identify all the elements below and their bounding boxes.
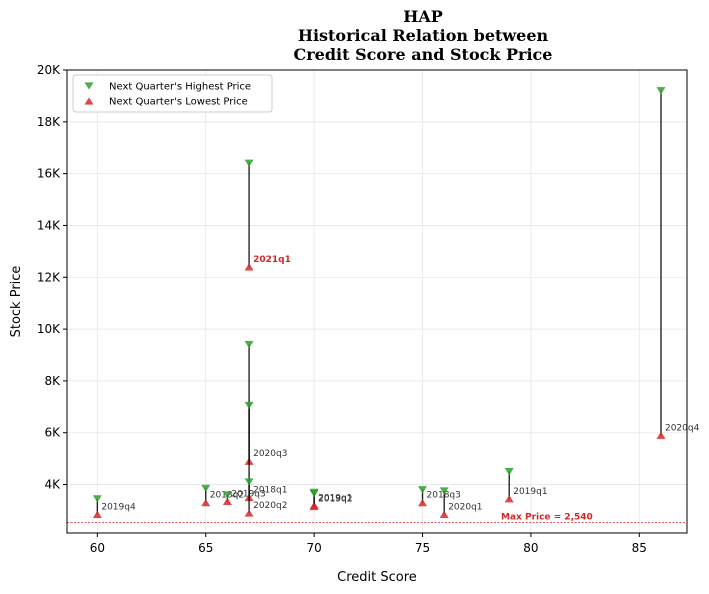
legend-low-marker bbox=[84, 97, 94, 105]
high-price-marker bbox=[244, 341, 254, 349]
point-label: 2019q1 bbox=[318, 493, 352, 503]
y-tick-label: 14K bbox=[37, 218, 61, 232]
x-tick-label: 80 bbox=[523, 541, 538, 555]
high-price-marker bbox=[244, 159, 254, 167]
point-label: 2020q4 bbox=[665, 423, 700, 433]
y-tick-label: 18K bbox=[37, 115, 61, 129]
legend-high-marker bbox=[84, 82, 94, 90]
point-label: 2019q1 bbox=[513, 487, 547, 497]
low-price-marker bbox=[201, 499, 211, 507]
point-label: 2020q2 bbox=[253, 501, 287, 511]
x-tick-label: 70 bbox=[306, 541, 321, 555]
high-price-marker bbox=[418, 486, 428, 494]
y-tick-label: 4K bbox=[44, 478, 61, 492]
high-price-marker bbox=[201, 484, 211, 493]
y-tick-label: 12K bbox=[37, 270, 61, 284]
x-tick-label: 85 bbox=[632, 541, 647, 555]
legend-entry-label: Next Quarter's Highest Price bbox=[109, 82, 251, 93]
low-price-marker bbox=[309, 502, 319, 511]
point-label: 2019q4 bbox=[101, 502, 136, 512]
y-axis-label: Stock Price bbox=[9, 266, 24, 338]
low-price-marker bbox=[439, 510, 449, 518]
axis-ticks: 60 65 70 75 80 85 4K 6K 8K 10K 12K 14K 16K 18K 20K bbox=[37, 63, 647, 555]
x-tick-label: 65 bbox=[198, 541, 213, 555]
high-price-marker bbox=[92, 495, 102, 503]
y-tick-label: 6K bbox=[44, 426, 61, 440]
legend-entry-label: Next Quarter's Lowest Price bbox=[109, 97, 248, 108]
high-price-marker bbox=[244, 478, 254, 486]
low-price-marker bbox=[244, 509, 254, 517]
point-label: 2018q1 bbox=[253, 486, 287, 496]
point-label: 2020q1 bbox=[448, 502, 482, 512]
low-price-marker bbox=[504, 495, 514, 503]
point-label: 2020q3 bbox=[253, 449, 287, 459]
high-price-marker bbox=[656, 87, 666, 95]
chart-title-line: Historical Relation between bbox=[298, 26, 549, 45]
low-price-marker bbox=[656, 431, 666, 439]
high-price-marker bbox=[309, 490, 319, 498]
legend-box bbox=[72, 74, 273, 113]
high-price-marker bbox=[439, 487, 449, 495]
high-price-marker bbox=[222, 491, 232, 499]
y-tick-label: 10K bbox=[37, 322, 61, 336]
low-price-marker bbox=[222, 497, 232, 505]
chart-title-line: Credit Score and Stock Price bbox=[294, 45, 553, 64]
grid bbox=[67, 69, 687, 533]
x-tick-label: 75 bbox=[415, 541, 430, 555]
plot-marks: Max Price = 2,5402019q42018q22019q32021q… bbox=[67, 87, 700, 523]
x-tick-label: 60 bbox=[90, 541, 105, 555]
high-price-marker bbox=[504, 467, 514, 476]
legend: Next Quarter's Highest Price Next Quarter… bbox=[72, 74, 273, 113]
y-tick-label: 16K bbox=[37, 167, 61, 181]
max-price-label: Max Price = 2,540 bbox=[501, 512, 593, 522]
point-label: 2021q1 bbox=[253, 255, 291, 265]
y-tick-label: 20K bbox=[37, 63, 61, 77]
plot-frame bbox=[66, 69, 688, 534]
low-price-marker bbox=[244, 263, 254, 271]
low-price-marker bbox=[92, 510, 102, 518]
y-tick-label: 8K bbox=[44, 374, 61, 388]
high-price-marker bbox=[244, 401, 254, 410]
low-price-marker bbox=[418, 499, 428, 507]
x-axis-label: Credit Score bbox=[337, 570, 417, 585]
point-label: 2019q2 bbox=[318, 495, 352, 505]
chart-title-line: HAP bbox=[403, 7, 443, 26]
